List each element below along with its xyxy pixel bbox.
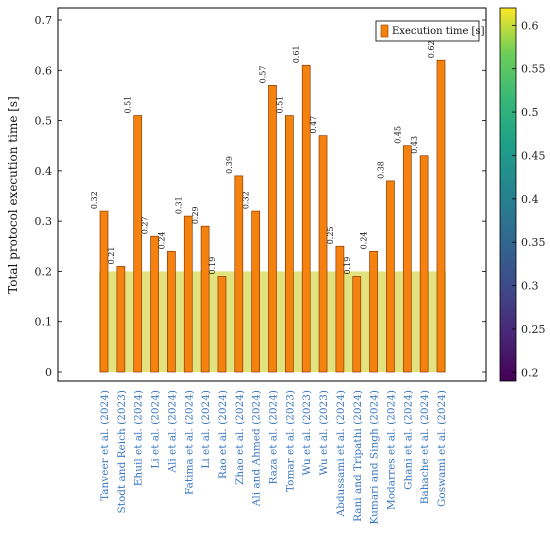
bar-value-label: 0.51 [275,96,284,114]
bar [419,155,429,373]
bar-value-label: 0.25 [326,226,335,244]
colorbar-tick-label: 0.3 [521,280,539,293]
x-tick-label: Modarres et al. (2024) [385,390,397,510]
bar-value-label: 0.51 [124,96,133,114]
x-tick-label: Tomar et al. (2023) [284,390,296,492]
colorbar-tick-label: 0.35 [521,236,546,249]
bar-value-label: 0.24 [157,232,166,250]
bar [133,115,143,373]
legend-label: Execution time [s] [392,26,485,37]
bar [251,210,260,373]
bar [99,210,109,373]
y-tick-label: 0.3 [35,215,53,228]
colorbar-tick-label: 0.25 [521,323,546,336]
bar-series [99,59,446,373]
x-tick-label: Wu et al. (2023) [318,390,330,475]
bar-value-label: 0.47 [309,116,318,134]
x-tick-label: Wu et al. (2023) [301,390,313,475]
colorbar-tick-label: 0.5 [521,106,539,119]
x-tick-label: Goswami et al. (2024) [436,390,448,507]
colorbar-tick-label: 0.55 [521,63,546,76]
bar [301,64,311,373]
colorbar-tick-label: 0.45 [521,149,546,162]
bar-value-label: 0.32 [242,191,251,209]
y-tick-label: 0.5 [35,115,53,128]
y-tick-label: 0.1 [35,316,53,329]
x-tick-label: Li et al. (2024) [150,390,162,469]
colorbar: 0.2 0.25 0.3 0.35 0.4 0.45 0.5 0.55 0.6 [499,7,546,382]
bar-value-label: 0.57 [259,66,268,84]
bar-value-label: 0.45 [393,126,402,144]
x-tick-label: Tanveer et al. (2024) [99,390,111,501]
colorbar-tick-label: 0.4 [521,193,539,206]
bar [436,59,446,373]
bar [116,266,126,373]
colorbar-gradient [499,7,517,382]
y-axis-title: Total protocol execution time [s] [6,96,20,294]
x-tick-label: Li et al. (2024) [200,390,212,469]
x-tick-label: Fatima et al. (2024) [183,390,195,495]
bar [234,175,244,373]
bar [167,250,176,373]
x-tick-label: Ali et al. (2024) [166,390,178,474]
plot-frame [57,7,487,382]
bar-value-label: 0.62 [427,40,436,58]
x-tick-label: Abdussami et al. (2024) [335,390,347,517]
bar-value-label: 0.31 [174,196,183,214]
x-tick-label: Rani and Tripathi (2024) [352,390,364,522]
y-tick-label: 0.4 [35,165,53,178]
x-tick-label: Ali and Ahmed (2024) [251,390,263,507]
bar [285,115,294,373]
y-tick-label: 0.7 [35,14,53,27]
bar-value-label: 0.61 [292,45,301,63]
x-tick-label: Ehuil et al. (2024) [133,390,145,486]
data-label-group: 0.32 0.21 0.51 0.27 0.24 0.31 0.29 0.19 0.39 0.32… [90,40,436,274]
bar-value-label: 0.43 [410,136,419,154]
bar [217,276,227,373]
bar [200,225,210,373]
bar-value-label: 0.27 [141,216,150,234]
x-tick-label: Raza et al. (2024) [268,390,280,485]
bar [386,180,395,373]
bar [150,235,159,373]
y-axis: 0 0.1 0.2 0.3 0.4 0.5 0.6 0.7 [35,14,486,379]
bar [402,145,412,373]
colorbar-tick-label: 0.2 [521,366,539,379]
bar-value-label: 0.32 [90,191,99,209]
x-tick-label: Bahache et al. (2024) [419,390,431,504]
x-tick-label: Zhao et al. (2024) [234,390,246,485]
colorbar-tick-label: 0.6 [521,19,539,32]
legend: Execution time [s] [375,20,485,42]
x-tick-label: Rao et al. (2024) [217,390,229,479]
bar [352,276,362,373]
x-axis-category-labels: Tanveer et al. (2024) Stodt and Reich (20… [99,390,448,524]
bar-value-label: 0.29 [191,206,200,224]
x-tick-label: Stodt and Reich (2023) [116,390,128,513]
bar [318,135,328,373]
bar [183,215,193,373]
bar-value-label: 0.38 [376,161,385,179]
bar-value-label: 0.24 [360,232,369,250]
y-tick-label: 0 [45,366,52,379]
bar-value-label: 0.19 [208,257,217,275]
y-tick-label: 0.2 [35,265,53,278]
bar [369,250,378,373]
y-tick-label: 0.6 [35,64,53,77]
x-tick-label: Kumari and Singh (2024) [369,390,381,524]
bar-value-label: 0.19 [343,257,352,275]
legend-box [375,20,480,42]
bar-value-label: 0.39 [225,156,234,174]
bar-value-label: 0.21 [107,247,116,265]
x-tick-label: Ghani et al. (2024) [402,390,414,490]
legend-swatch [380,24,389,38]
bar [335,245,345,373]
bar [268,85,277,373]
